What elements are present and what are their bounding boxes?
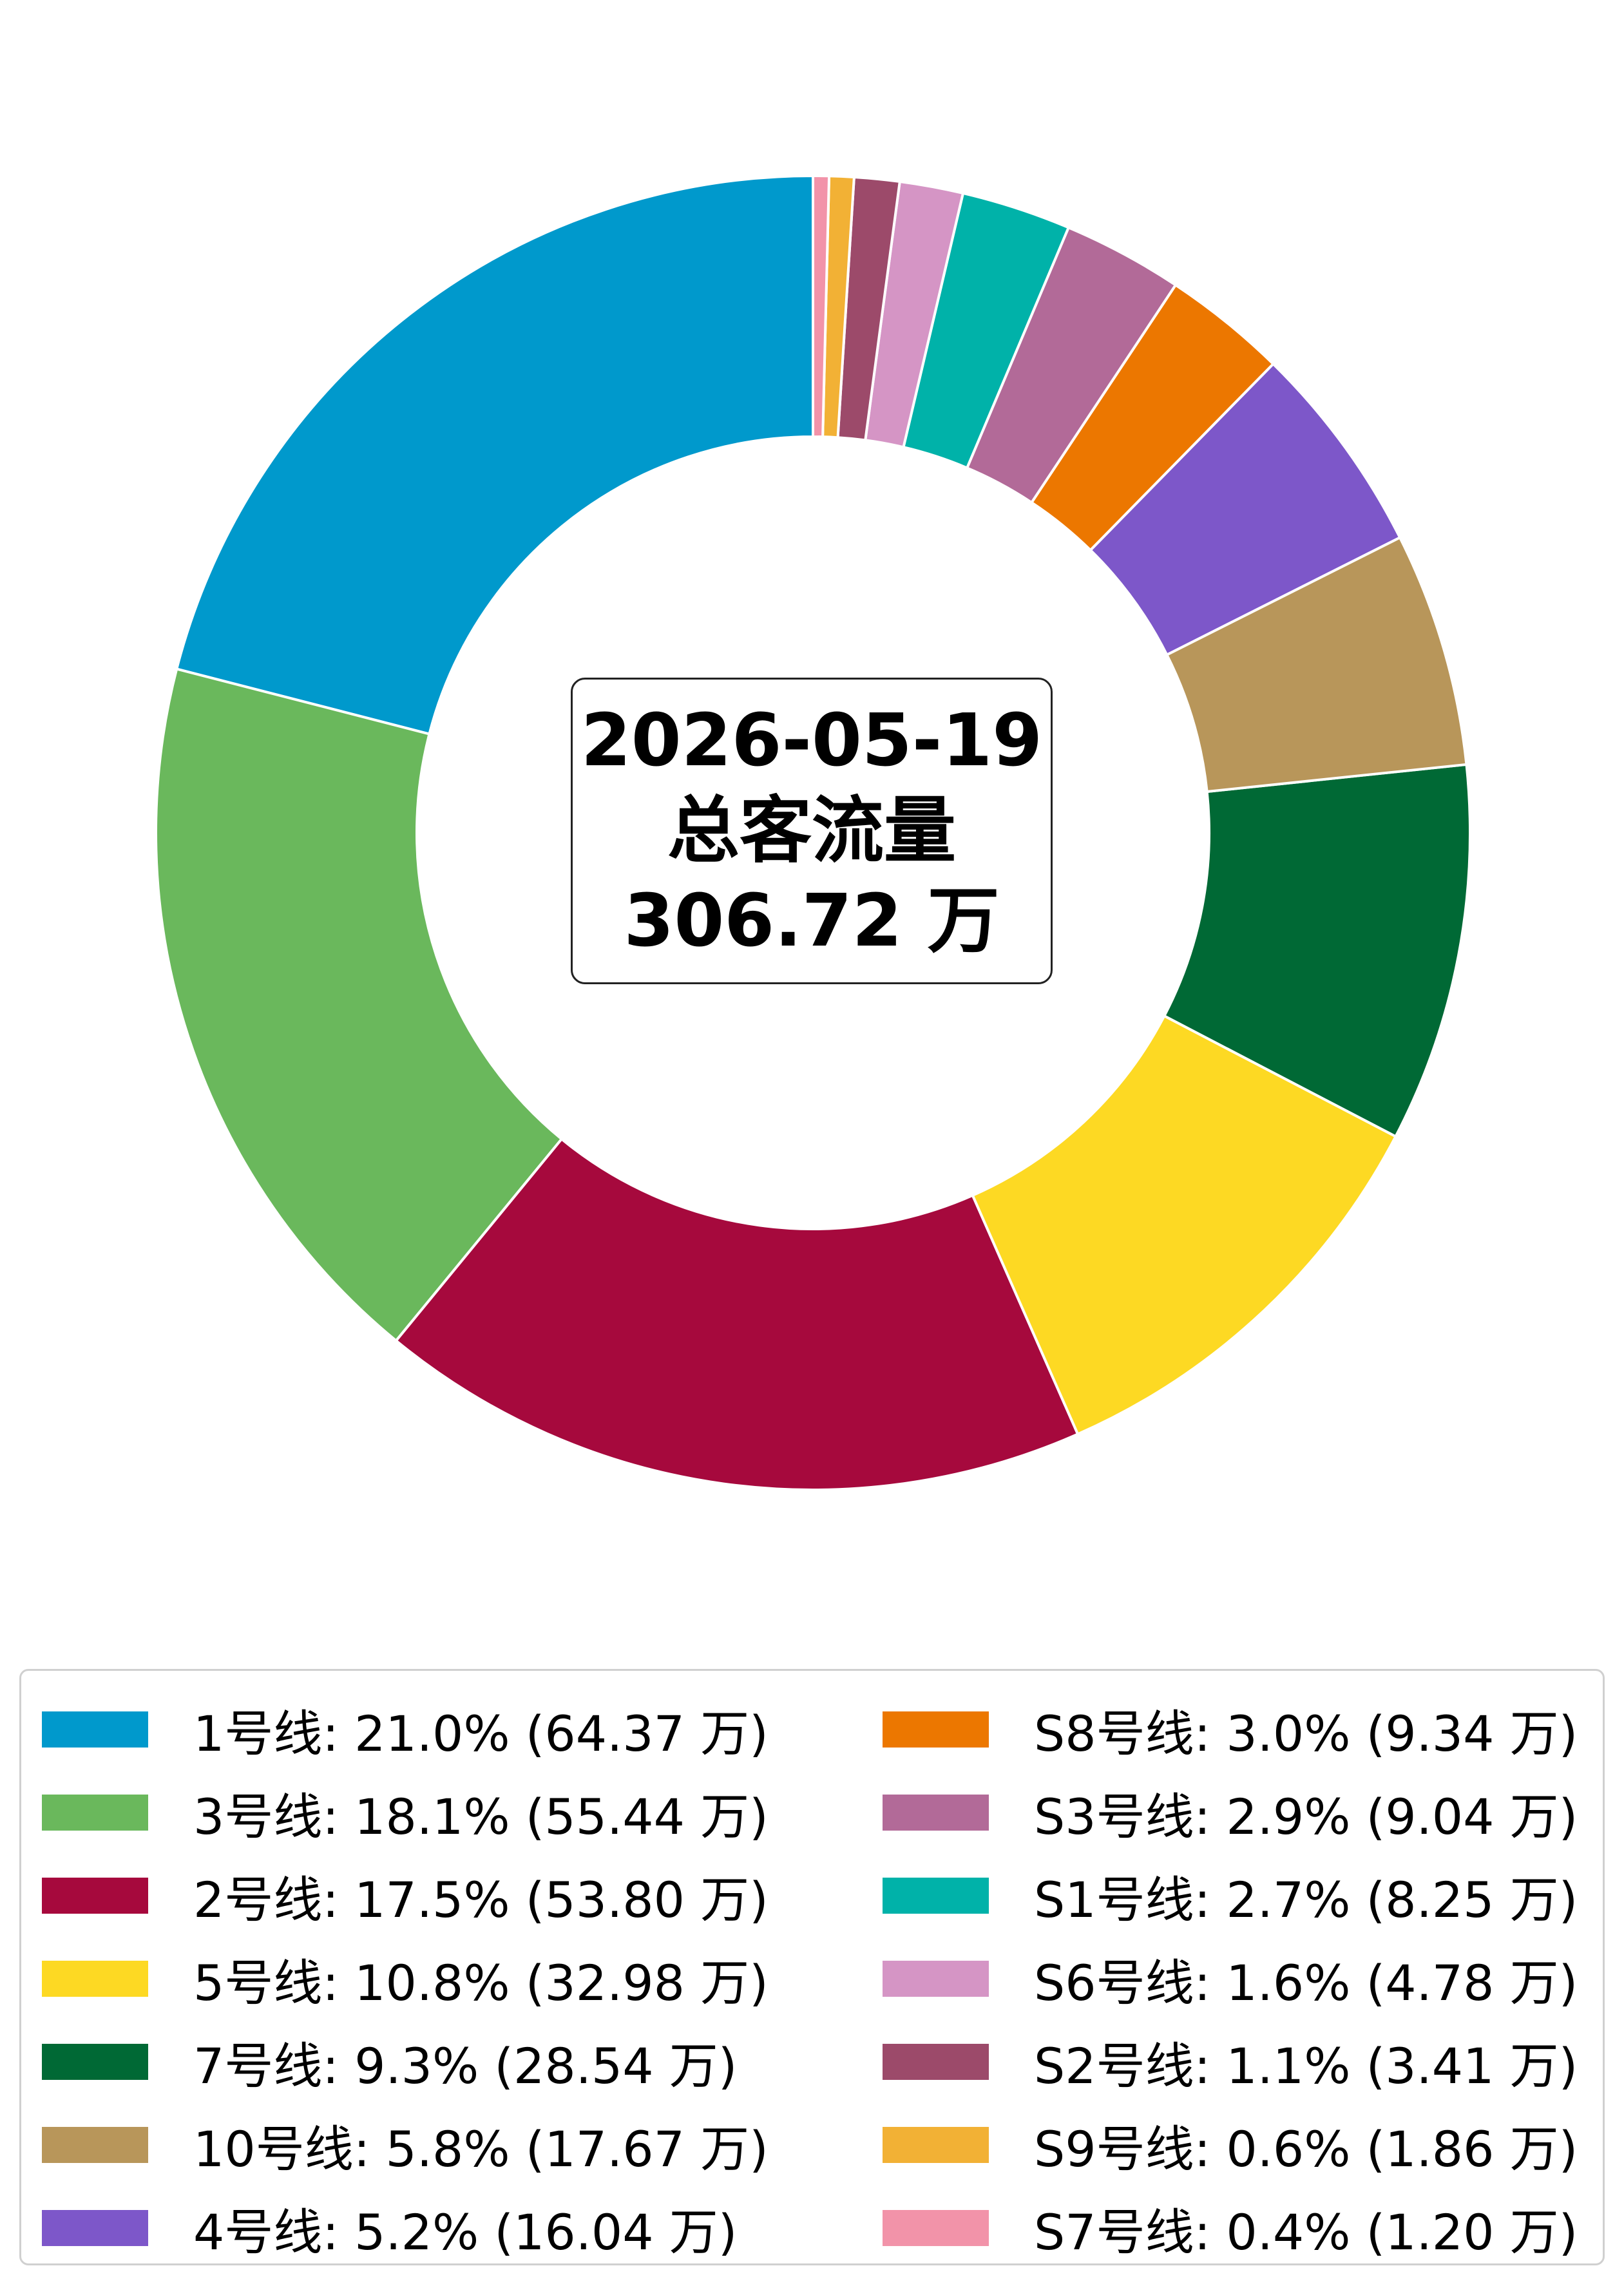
legend-label: S7号线: 0.4% (1.20 万) xyxy=(1034,2204,1578,2261)
slice-5 xyxy=(1162,763,1471,1139)
legend-label: S6号线: 1.6% (4.78 万) xyxy=(1034,1954,1578,2012)
legend-swatch xyxy=(883,2127,989,2163)
legend-item: S8号线: 3.0% (9.34 万) xyxy=(883,1697,1578,1762)
legend-swatch xyxy=(883,1878,989,1914)
center-label-box: 2026-05-19 总客流量 306.72 万 xyxy=(571,678,1053,984)
legend-label: S1号线: 2.7% (8.25 万) xyxy=(1034,1871,1578,1929)
legend-swatch xyxy=(883,1961,989,1997)
legend-item: S3号线: 2.9% (9.04 万) xyxy=(883,1780,1578,1845)
legend-item: 1号线: 21.0% (64.37 万) xyxy=(42,1697,769,1762)
donut-chart xyxy=(155,174,1471,1491)
slice-14 xyxy=(812,174,831,439)
legend-item: S2号线: 1.1% (3.41 万) xyxy=(883,2030,1578,2095)
legend-label: 3号线: 18.1% (55.44 万) xyxy=(193,1788,769,1845)
legend-item: 4号线: 5.2% (16.04 万) xyxy=(42,2196,738,2261)
legend-swatch xyxy=(42,1961,148,1997)
legend-item: S7号线: 0.4% (1.20 万) xyxy=(883,2196,1578,2261)
legend-swatch xyxy=(42,1795,148,1831)
legend-label: S3号线: 2.9% (9.04 万) xyxy=(1034,1788,1578,1845)
legend-swatch xyxy=(883,2044,989,2080)
center-total: 306.72 万 xyxy=(624,879,1000,963)
legend-swatch xyxy=(42,2044,148,2080)
legend-swatch xyxy=(883,2210,989,2246)
legend-item: 5号线: 10.8% (32.98 万) xyxy=(42,1947,769,2012)
legend-swatch xyxy=(42,2127,148,2163)
legend-swatch xyxy=(883,1711,989,1748)
center-caption: 总客流量 xyxy=(667,789,956,873)
legend-label: 7号线: 9.3% (28.54 万) xyxy=(193,2037,738,2095)
slice-4 xyxy=(971,1014,1398,1436)
legend-label: 1号线: 21.0% (64.37 万) xyxy=(193,1705,769,1762)
legend-label: 5号线: 10.8% (32.98 万) xyxy=(193,1954,769,2012)
slice-1 xyxy=(175,174,814,736)
legend-swatch xyxy=(42,2210,148,2246)
legend-swatch xyxy=(42,1711,148,1748)
legend-swatch xyxy=(42,1878,148,1914)
slice-2 xyxy=(155,667,564,1343)
legend-item: 10号线: 5.8% (17.67 万) xyxy=(42,2113,769,2178)
legend-label: S8号线: 3.0% (9.34 万) xyxy=(1034,1705,1578,1762)
legend-label: 2号线: 17.5% (53.80 万) xyxy=(193,1871,769,1929)
legend: 1号线: 21.0% (64.37 万) 3号线: 18.1% (55.44 万)… xyxy=(19,1669,1605,2265)
donut-slices xyxy=(155,174,1471,1491)
legend-swatch xyxy=(883,1795,989,1831)
legend-label: S9号线: 0.6% (1.86 万) xyxy=(1034,2120,1578,2178)
legend-item: S9号线: 0.6% (1.86 万) xyxy=(883,2113,1578,2178)
legend-label: S2号线: 1.1% (3.41 万) xyxy=(1034,2037,1578,2095)
legend-label: 4号线: 5.2% (16.04 万) xyxy=(193,2204,738,2261)
center-date: 2026-05-19 xyxy=(580,699,1043,783)
legend-item: 2号线: 17.5% (53.80 万) xyxy=(42,1863,769,1929)
legend-item: 3号线: 18.1% (55.44 万) xyxy=(42,1780,769,1845)
legend-item: 7号线: 9.3% (28.54 万) xyxy=(42,2030,737,2095)
legend-item: S6号线: 1.6% (4.78 万) xyxy=(883,1947,1578,2012)
legend-item: S1号线: 2.7% (8.25 万) xyxy=(883,1863,1578,1929)
slice-3 xyxy=(394,1137,1080,1491)
legend-label: 10号线: 5.8% (17.67 万) xyxy=(193,2120,769,2178)
